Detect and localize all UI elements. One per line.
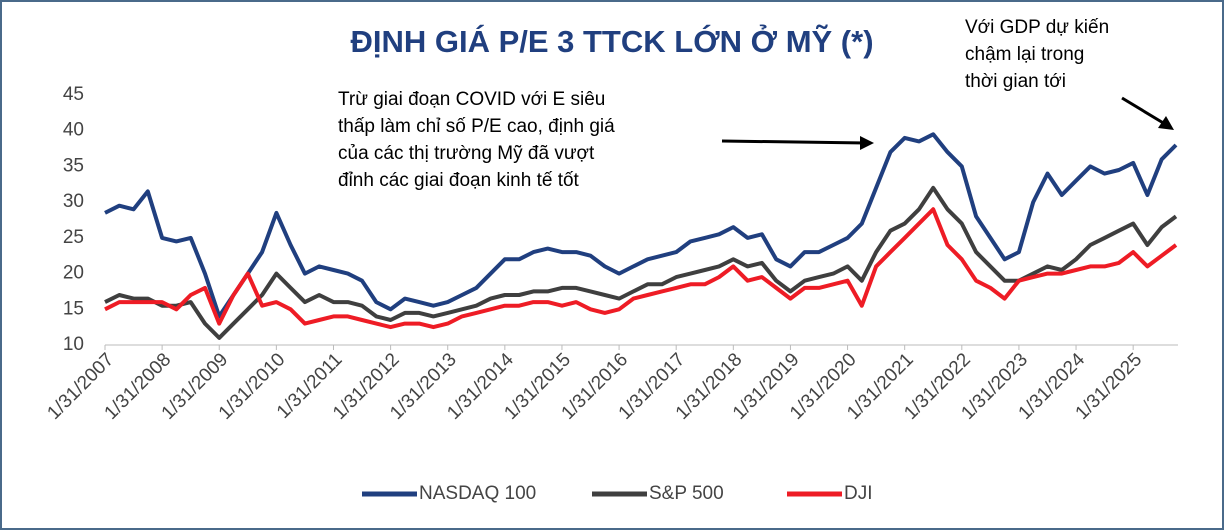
y-tick-label: 45 xyxy=(63,84,84,105)
annotation: Với GDP dự kiến xyxy=(965,17,1109,38)
legend-label: DJI xyxy=(844,483,873,504)
y-tick-label: 35 xyxy=(63,155,84,176)
annotation: thời gian tới xyxy=(965,71,1066,92)
legend-label: S&P 500 xyxy=(649,483,724,504)
annotation: đỉnh các giai đoạn kinh tế tốt xyxy=(338,170,580,191)
annotation: thấp làm chỉ số P/E cao, định giá xyxy=(338,116,615,137)
y-tick-label: 25 xyxy=(63,227,84,248)
annotation: của các thị trường Mỹ đã vượt xyxy=(338,143,595,164)
chart-title: ĐỊNH GIÁ P/E 3 TTCK LỚN Ở MỸ (*) xyxy=(350,23,873,59)
series-line xyxy=(104,132,1178,319)
series-line xyxy=(104,207,1178,330)
y-tick-label: 15 xyxy=(63,298,84,319)
arrow-head xyxy=(860,136,874,150)
arrow xyxy=(1121,96,1166,126)
arrow xyxy=(721,139,867,145)
y-tick-label: 20 xyxy=(63,263,84,284)
y-tick-label: 10 xyxy=(63,334,84,355)
annotation: chậm lại trong xyxy=(965,44,1084,65)
arrow-head xyxy=(1158,116,1174,130)
series-line xyxy=(104,185,1178,340)
y-tick-label: 40 xyxy=(63,120,84,141)
y-tick-label: 30 xyxy=(63,191,84,212)
legend-label: NASDAQ 100 xyxy=(419,483,536,504)
annotation: Trừ giai đoạn COVID với E siêu xyxy=(338,89,605,110)
